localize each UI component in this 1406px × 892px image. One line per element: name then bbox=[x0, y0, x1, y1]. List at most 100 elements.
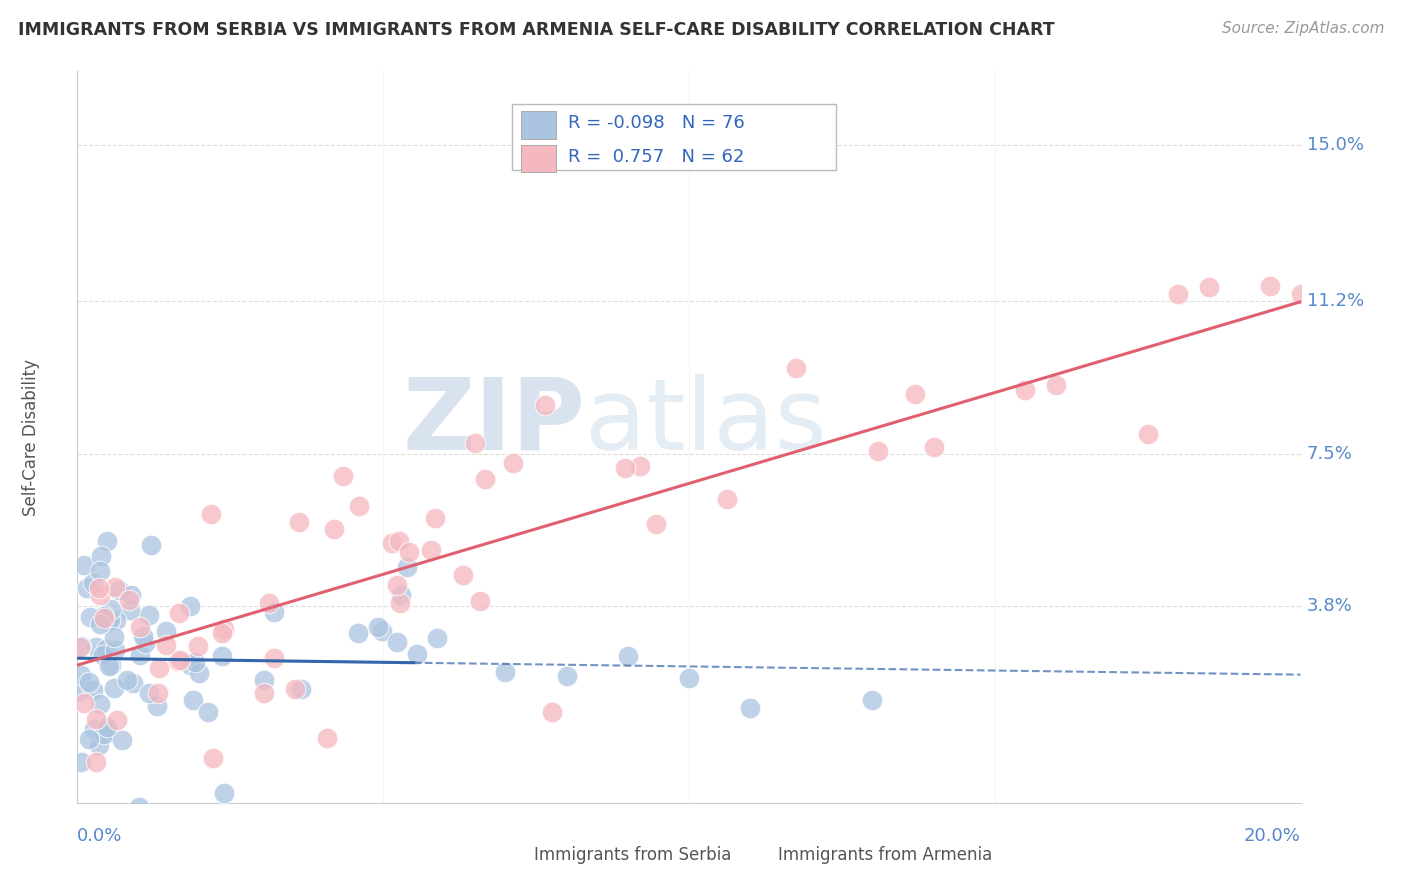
Point bbox=[347, 626, 370, 640]
Point bbox=[316, 731, 339, 745]
Point bbox=[347, 500, 370, 514]
FancyBboxPatch shape bbox=[512, 104, 835, 170]
Point bbox=[84, 712, 107, 726]
Point bbox=[89, 564, 111, 578]
Point bbox=[1289, 287, 1312, 301]
Point bbox=[645, 516, 668, 531]
Point bbox=[387, 533, 409, 548]
Point bbox=[740, 701, 762, 715]
Point bbox=[385, 577, 408, 591]
Point bbox=[100, 602, 122, 616]
Point bbox=[398, 545, 420, 559]
Point bbox=[1350, 281, 1372, 295]
Point bbox=[89, 588, 111, 602]
Point bbox=[389, 595, 412, 609]
Point bbox=[716, 491, 738, 506]
Bar bbox=[744, 845, 769, 866]
Point bbox=[141, 538, 163, 552]
Point bbox=[69, 667, 91, 681]
Point bbox=[103, 681, 125, 695]
Point bbox=[179, 658, 201, 673]
Point bbox=[263, 605, 285, 619]
Point bbox=[1320, 365, 1343, 379]
Point bbox=[474, 472, 496, 486]
Point bbox=[155, 638, 177, 652]
Point bbox=[97, 615, 120, 629]
Text: Immigrants from Serbia: Immigrants from Serbia bbox=[534, 847, 731, 864]
Point bbox=[862, 692, 884, 706]
Point bbox=[77, 675, 100, 690]
Point bbox=[470, 594, 492, 608]
Point bbox=[83, 722, 105, 736]
Text: ZIP: ZIP bbox=[402, 374, 585, 471]
Point bbox=[1136, 427, 1159, 442]
Point bbox=[82, 683, 104, 698]
Text: R = -0.098   N = 76: R = -0.098 N = 76 bbox=[568, 114, 745, 132]
Point bbox=[89, 581, 111, 595]
Point bbox=[257, 596, 280, 610]
Point bbox=[93, 610, 115, 624]
Point bbox=[420, 543, 443, 558]
Point bbox=[77, 731, 100, 746]
Point bbox=[464, 435, 486, 450]
Point bbox=[105, 613, 128, 627]
Point bbox=[122, 676, 145, 690]
Point bbox=[134, 636, 156, 650]
Point bbox=[1198, 280, 1220, 294]
Point bbox=[84, 755, 107, 769]
Point bbox=[904, 387, 927, 401]
Point bbox=[1014, 383, 1036, 397]
Point bbox=[146, 699, 169, 714]
Point bbox=[678, 672, 700, 686]
Point bbox=[105, 714, 128, 728]
Point bbox=[111, 733, 134, 747]
Text: 3.8%: 3.8% bbox=[1306, 597, 1353, 615]
Point bbox=[138, 686, 160, 700]
Point bbox=[118, 593, 141, 607]
Point bbox=[617, 648, 640, 663]
Point bbox=[200, 508, 222, 522]
Point bbox=[69, 640, 91, 654]
Point bbox=[98, 613, 121, 627]
Point bbox=[84, 640, 107, 654]
Text: IMMIGRANTS FROM SERBIA VS IMMIGRANTS FROM ARMENIA SELF-CARE DISABILITY CORRELATI: IMMIGRANTS FROM SERBIA VS IMMIGRANTS FRO… bbox=[18, 21, 1054, 39]
Point bbox=[252, 686, 274, 700]
Point bbox=[93, 609, 115, 624]
Point bbox=[155, 624, 177, 638]
Point bbox=[73, 558, 96, 572]
Point bbox=[98, 659, 121, 673]
Point bbox=[284, 682, 307, 697]
Point bbox=[129, 648, 152, 662]
Point bbox=[212, 786, 235, 800]
Point bbox=[371, 624, 394, 638]
Point bbox=[184, 655, 207, 669]
Point bbox=[385, 634, 408, 648]
Text: 0.0%: 0.0% bbox=[77, 828, 122, 846]
Point bbox=[70, 755, 93, 769]
Point bbox=[381, 536, 404, 550]
Point bbox=[290, 682, 312, 697]
Point bbox=[96, 720, 118, 734]
Point bbox=[502, 456, 524, 470]
Bar bbox=[499, 845, 524, 866]
Point bbox=[628, 458, 651, 473]
Text: R =  0.757   N = 62: R = 0.757 N = 62 bbox=[568, 148, 744, 166]
Text: atlas: atlas bbox=[585, 374, 827, 471]
Point bbox=[555, 669, 578, 683]
Text: Immigrants from Armenia: Immigrants from Armenia bbox=[779, 847, 993, 864]
Point bbox=[128, 620, 150, 634]
Point bbox=[115, 673, 138, 688]
Point bbox=[922, 440, 945, 454]
Point bbox=[79, 610, 101, 624]
Point bbox=[90, 549, 112, 563]
Point bbox=[253, 673, 276, 688]
Point bbox=[211, 648, 233, 663]
Point bbox=[181, 693, 204, 707]
Point bbox=[785, 360, 807, 375]
Point bbox=[104, 643, 127, 657]
Bar bbox=[522, 145, 555, 172]
Point bbox=[96, 723, 118, 738]
Text: Source: ZipAtlas.com: Source: ZipAtlas.com bbox=[1222, 21, 1385, 37]
Point bbox=[167, 607, 190, 621]
Point bbox=[426, 631, 449, 645]
